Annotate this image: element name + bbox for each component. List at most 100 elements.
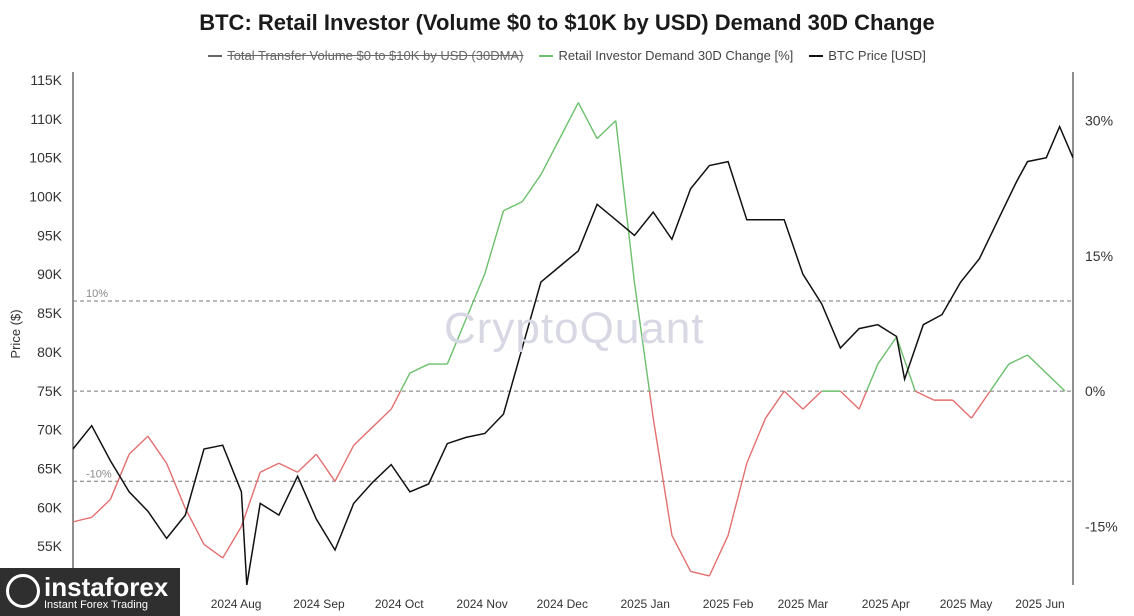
legend: Total Transfer Volume $0 to $10K by USD … bbox=[0, 48, 1134, 63]
left-tick-label-12: 55K bbox=[37, 538, 63, 554]
demand-segment-50 bbox=[1008, 354, 1028, 365]
x-tick-label-8: 2025 Mar bbox=[778, 597, 829, 611]
demand-segment-16 bbox=[371, 408, 392, 428]
left-tick-label-1: 110K bbox=[30, 111, 62, 127]
left-tick-label-9: 70K bbox=[37, 422, 63, 438]
right-tick-label-3: -15% bbox=[1085, 518, 1118, 534]
legend-swatch-demand bbox=[539, 54, 554, 57]
demand-segment-52 bbox=[1045, 372, 1066, 392]
demand-segment-33 bbox=[690, 570, 710, 577]
demand-segment-6 bbox=[184, 508, 205, 545]
watermark: CryptoQuant bbox=[444, 304, 705, 353]
legend-item-btc-price[interactable]: BTC Price [USD] bbox=[809, 48, 926, 63]
legend-label-btc-price: BTC Price [USD] bbox=[828, 48, 926, 63]
demand-segment-5 bbox=[165, 462, 186, 509]
demand-segment-42a bbox=[858, 390, 868, 410]
left-tick-label-8: 75K bbox=[37, 383, 63, 399]
demand-segment-24 bbox=[521, 174, 542, 203]
demand-segment-39a bbox=[802, 390, 823, 410]
demand-segment-48a bbox=[970, 390, 991, 419]
demand-segment-23 bbox=[503, 201, 523, 212]
left-tick-label-11: 60K bbox=[37, 499, 63, 515]
left-tick-labels: 115K 110K 105K 100K 95K 90K 85K 80K 75K 70K 65K 60K… bbox=[29, 72, 62, 593]
demand-segment-22 bbox=[484, 210, 505, 275]
demand-segment-21 bbox=[465, 273, 486, 320]
left-tick-label-4: 95K bbox=[37, 227, 63, 243]
demand-segment-25 bbox=[540, 138, 561, 176]
btc-series bbox=[72, 124, 1074, 586]
demand-segment-13 bbox=[315, 453, 336, 482]
demand-segment-1 bbox=[91, 498, 111, 518]
demand-segment-27 bbox=[577, 102, 598, 139]
demand-segment-0 bbox=[72, 516, 92, 523]
right-tick-label-1: 15% bbox=[1085, 248, 1113, 264]
x-tick-label-9: 2025 Apr bbox=[862, 597, 910, 611]
left-tick-label-6: 85K bbox=[37, 305, 63, 321]
demand-segment-37a bbox=[764, 390, 785, 419]
demand-segment-8 bbox=[222, 526, 243, 559]
demand-segment-28 bbox=[596, 120, 617, 140]
demand-segment-36 bbox=[746, 417, 767, 464]
instaforex-logo-icon bbox=[6, 574, 40, 608]
chart-title: BTC: Retail Investor (Volume $0 to $10K … bbox=[199, 10, 935, 35]
x-tick-label-2: 2024 Sep bbox=[293, 597, 345, 611]
demand-segment-14 bbox=[334, 444, 355, 482]
legend-label-demand: Retail Investor Demand 30D Change [%] bbox=[558, 48, 794, 63]
demand-segment-7 bbox=[203, 543, 224, 559]
demand-segment-42b bbox=[865, 363, 879, 392]
x-tick-label-1: 2024 Aug bbox=[211, 597, 262, 611]
right-tick-label-0: 30% bbox=[1085, 113, 1113, 129]
demand-segment-49 bbox=[989, 363, 1010, 392]
demand-segment-26 bbox=[559, 102, 579, 139]
x-tick-label-4: 2024 Nov bbox=[456, 597, 507, 611]
x-tick-label-7: 2025 Feb bbox=[703, 597, 754, 611]
left-tick-label-2: 105K bbox=[29, 150, 62, 166]
x-tick-label-5: 2024 Dec bbox=[537, 597, 588, 611]
btc-price-line bbox=[72, 124, 1074, 586]
x-tick-label-10: 2025 May bbox=[940, 597, 993, 611]
legend-item-total-volume[interactable]: Total Transfer Volume $0 to $10K by USD … bbox=[208, 48, 523, 63]
legend-item-demand[interactable]: Retail Investor Demand 30D Change [%] bbox=[539, 48, 793, 63]
demand-segment-34 bbox=[708, 535, 729, 577]
demand-segment-9 bbox=[240, 472, 261, 527]
x-tick-label-6: 2025 Jan bbox=[620, 597, 669, 611]
demand-segment-43 bbox=[877, 336, 898, 365]
left-tick-label-0: 115K bbox=[30, 72, 62, 88]
y-axis-label: Price ($) bbox=[8, 309, 23, 358]
demand-segment-12 bbox=[297, 453, 317, 473]
right-tick-label-2: 0% bbox=[1085, 383, 1105, 399]
demand-segment-3 bbox=[128, 435, 149, 455]
demand-series bbox=[72, 102, 1066, 577]
demand-segment-35 bbox=[727, 463, 748, 536]
legend-swatch-btc-price bbox=[809, 54, 824, 57]
demand-segment-15 bbox=[353, 426, 373, 446]
demand-segment-11 bbox=[278, 462, 298, 473]
demand-segment-4 bbox=[147, 435, 168, 464]
demand-segment-44 bbox=[895, 336, 916, 392]
demand-segment-10 bbox=[259, 462, 280, 473]
demand-segment-17a bbox=[390, 390, 402, 410]
brand-logo: instaforex Instant Forex Trading bbox=[0, 568, 180, 616]
demand-segment-32 bbox=[671, 535, 692, 572]
demand-segment-51 bbox=[1027, 354, 1047, 374]
demand-segment-30a bbox=[633, 282, 651, 392]
demand-segment-29 bbox=[615, 120, 636, 283]
reference-line-label-2: -10% bbox=[86, 468, 112, 480]
x-tick-label-3: 2024 Oct bbox=[375, 597, 424, 611]
demand-segment-45b bbox=[914, 390, 935, 401]
x-tick-label-11: 2025 Jun bbox=[1015, 597, 1064, 611]
demand-segment-20 bbox=[446, 318, 467, 365]
legend-label-total-volume: Total Transfer Volume $0 to $10K by USD … bbox=[227, 48, 524, 63]
demand-segment-30b bbox=[648, 391, 654, 419]
brand-name: instaforex bbox=[44, 572, 169, 602]
reference-line-label-0: 10% bbox=[86, 288, 108, 300]
demand-segment-17b bbox=[399, 372, 411, 392]
reference-lines: 10% -10% bbox=[73, 288, 1073, 482]
left-tick-label-3: 100K bbox=[29, 189, 62, 205]
demand-segment-41b bbox=[839, 390, 860, 410]
right-tick-labels: 30% 15% 0% -15% bbox=[1085, 113, 1118, 535]
left-tick-label-7: 80K bbox=[37, 344, 63, 360]
